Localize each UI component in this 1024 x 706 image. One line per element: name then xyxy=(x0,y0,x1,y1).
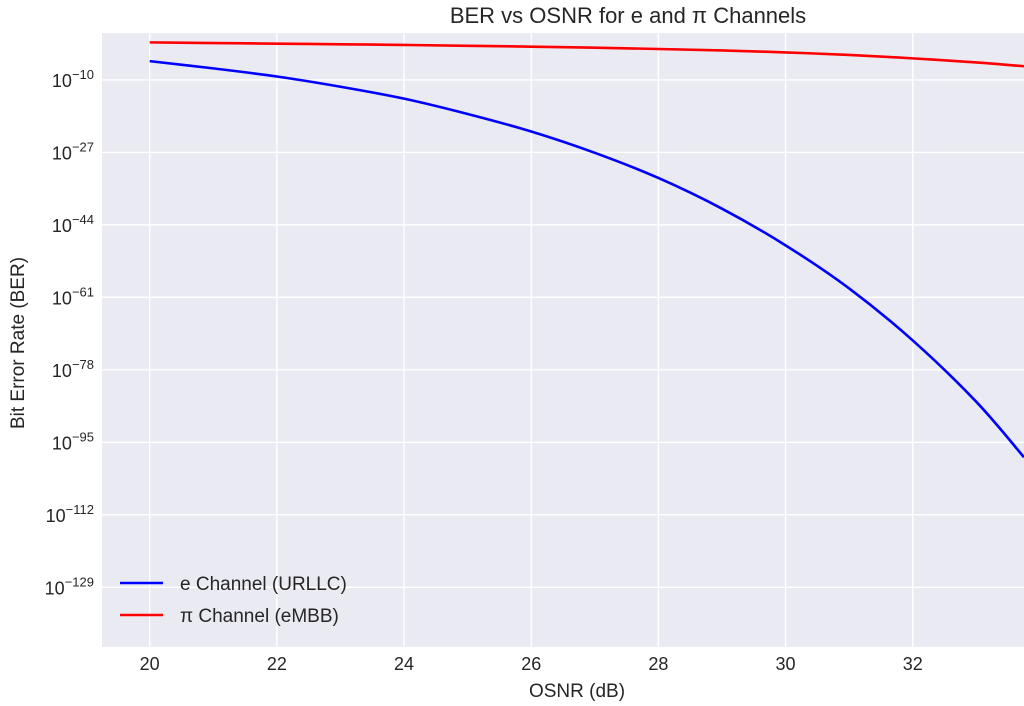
x-tick-label: 26 xyxy=(521,654,541,674)
y-tick-label: 10−95 xyxy=(52,429,94,453)
legend: e Channel (URLLC) π Channel (eMBB) xyxy=(120,574,347,627)
x-tick-label: 32 xyxy=(903,654,923,674)
y-tick-label: 10−27 xyxy=(52,139,94,163)
x-tick-label: 22 xyxy=(267,654,287,674)
y-axis-label: Bit Error Rate (BER) xyxy=(8,257,29,429)
y-tick-label: 10−61 xyxy=(52,284,94,308)
y-tick-label: 10−78 xyxy=(52,357,94,381)
legend-label-e-channel: e Channel (URLLC) xyxy=(180,574,347,595)
y-tick-label: 10−10 xyxy=(52,67,94,91)
x-tick-label: 30 xyxy=(776,654,796,674)
x-tick-label: 28 xyxy=(648,654,668,674)
series-layer xyxy=(149,41,1024,459)
x-tick-labels: 20 22 24 26 28 30 32 xyxy=(140,654,923,674)
x-tick-label: 20 xyxy=(140,654,160,674)
series-line-e-channel xyxy=(149,59,1024,459)
series-line-pi-channel xyxy=(149,41,1024,68)
chart-title: BER vs OSNR for e and π Channels xyxy=(450,3,806,28)
plot-area xyxy=(102,33,1024,647)
x-axis-label: OSNR (dB) xyxy=(529,681,625,702)
y-tick-label: 10−129 xyxy=(45,574,94,598)
y-tick-labels: 10−10 10−27 10−44 10−61 10−78 10−95 10−112 10−1… xyxy=(45,67,94,598)
legend-label-pi-channel: π Channel (eMBB) xyxy=(180,606,339,627)
y-tick-label: 10−112 xyxy=(46,502,94,526)
y-tick-label: 10−44 xyxy=(52,212,94,236)
grid-lines xyxy=(102,33,1024,647)
x-tick-label: 24 xyxy=(394,654,414,674)
